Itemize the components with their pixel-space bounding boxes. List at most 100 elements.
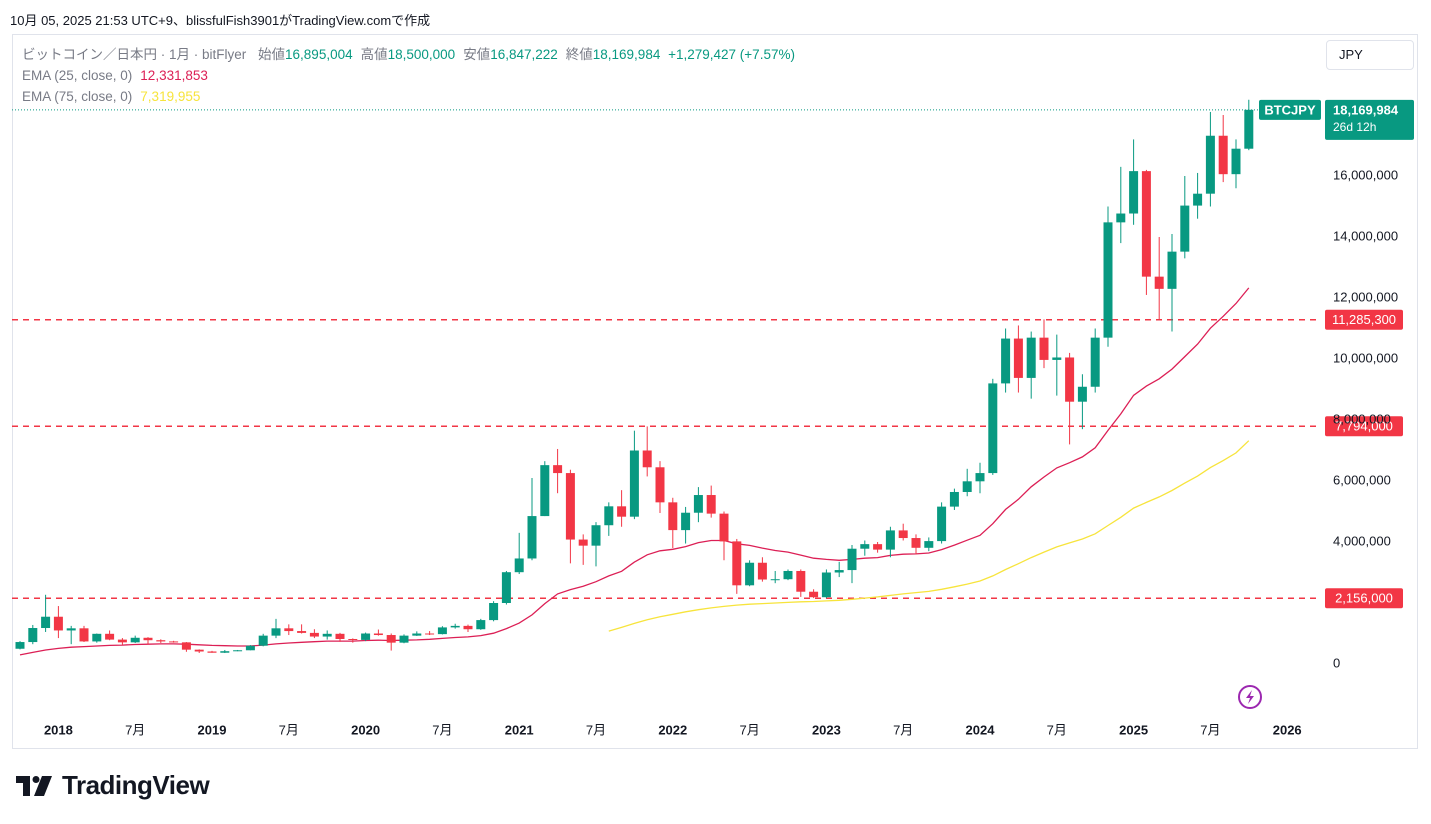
candle-body xyxy=(527,516,537,559)
candle-body xyxy=(1218,135,1228,175)
candle-body xyxy=(834,570,844,573)
candle-body xyxy=(463,625,473,630)
price-line-label: 7,794,000 xyxy=(1335,419,1393,434)
indicator-row: EMA (75, close, 0) 7,319,955 xyxy=(22,86,797,107)
last-price-bg xyxy=(1325,99,1414,140)
ohlc-values: 始値16,895,004 高値18,500,000 安値16,847,222 終値18… xyxy=(252,47,662,62)
candle-body xyxy=(1193,193,1203,206)
y-tick-label: 4,000,000 xyxy=(1333,533,1391,548)
candle-body xyxy=(373,633,383,636)
x-tick-label: 2022 xyxy=(658,722,687,737)
candle-body xyxy=(937,506,947,542)
x-tick-label: 2024 xyxy=(966,722,996,737)
x-tick-label: 7月 xyxy=(1047,722,1067,737)
candle-body xyxy=(1141,171,1151,277)
plot-area xyxy=(12,99,1318,656)
last-price-label: 18,169,984 xyxy=(1333,102,1399,117)
x-tick-label: 2018 xyxy=(44,722,73,737)
candle-body xyxy=(911,538,921,548)
candle-body xyxy=(1116,213,1126,223)
brand-name: TradingView xyxy=(62,770,210,800)
candle-body xyxy=(1065,357,1075,402)
candle-body xyxy=(105,633,115,640)
candle-body xyxy=(540,465,550,517)
candle-body xyxy=(386,635,396,643)
candle-body xyxy=(181,642,191,650)
ohlc-label: 終値 xyxy=(565,47,593,62)
indicator-row: EMA (25, close, 0) 12,331,853 xyxy=(22,65,797,86)
candle-body xyxy=(130,637,140,643)
countdown: 26d 12h xyxy=(1333,120,1376,134)
legend: ビットコイン／日本円 · 1月 · bitFlyer 始値16,895,004 高… xyxy=(22,44,797,107)
candle-body xyxy=(41,616,51,629)
candle-body xyxy=(297,631,307,633)
candle-body xyxy=(604,506,614,526)
candle-body xyxy=(860,544,870,549)
price-line-label-bg xyxy=(1325,588,1403,609)
candle-body xyxy=(578,539,588,546)
candle-body xyxy=(898,530,908,539)
candle-body xyxy=(1103,222,1113,338)
candle-body xyxy=(975,473,985,482)
candle-body xyxy=(476,620,486,630)
ohlc-label: 始値 xyxy=(258,47,286,62)
chart-frame xyxy=(12,34,1418,749)
candle-body xyxy=(194,649,204,652)
candle-body xyxy=(553,465,563,474)
price-line-label: 2,156,000 xyxy=(1335,591,1393,606)
candle-body xyxy=(847,548,857,571)
ohlc-value: 18,169,984 xyxy=(592,47,661,62)
candle-body xyxy=(207,651,217,653)
indicator-value: 7,319,955 xyxy=(140,89,201,104)
candle-body xyxy=(117,639,127,643)
candle-body xyxy=(271,628,281,636)
candle-body xyxy=(1205,135,1215,194)
price-line-label: 11,285,300 xyxy=(1332,312,1396,327)
candle-body xyxy=(719,513,729,542)
x-tick-label: 2019 xyxy=(198,722,227,737)
candle-body xyxy=(1231,148,1241,175)
candle-body xyxy=(412,633,422,636)
x-tick-label: 2025 xyxy=(1119,722,1148,737)
candle-body xyxy=(284,628,294,632)
candle-body xyxy=(821,572,831,598)
ema-line xyxy=(608,440,1250,632)
candle-body xyxy=(1180,205,1190,252)
icon-circle xyxy=(1238,685,1262,709)
y-tick-label: 0 xyxy=(1333,655,1340,670)
x-tick-label: 7月 xyxy=(739,722,759,737)
x-tick-label: 7月 xyxy=(586,722,606,737)
candle-body xyxy=(809,591,819,598)
candle-body xyxy=(399,635,409,643)
candle-body xyxy=(15,642,25,649)
candle-body xyxy=(1090,337,1100,387)
x-tick-label: 7月 xyxy=(125,722,145,737)
candle-body xyxy=(361,633,371,640)
ohlc-label: 高値 xyxy=(360,47,388,62)
x-tick-label: 2021 xyxy=(505,722,534,737)
y-tick-label: 6,000,000 xyxy=(1333,472,1391,487)
candle-body xyxy=(66,628,76,631)
x-tick-label: 7月 xyxy=(1200,722,1220,737)
candle-body xyxy=(425,633,435,635)
candle-body xyxy=(514,558,524,573)
candle-body xyxy=(668,502,678,531)
caption: 10月 05, 2025 21:53 UTC+9、blissfulFish390… xyxy=(10,13,431,28)
candle-body xyxy=(1026,337,1036,378)
candle-body xyxy=(348,638,358,640)
x-tick-label: 2026 xyxy=(1273,722,1302,737)
replay-icon[interactable] xyxy=(1238,685,1262,709)
x-tick-label: 2023 xyxy=(812,722,841,737)
candle-body xyxy=(706,495,716,514)
candle-body xyxy=(617,506,627,517)
candle-body xyxy=(655,467,665,503)
y-tick-label: 16,000,000 xyxy=(1333,167,1398,182)
currency-button[interactable]: JPY xyxy=(1326,40,1414,70)
candle-body xyxy=(629,450,639,517)
candle-body xyxy=(642,450,652,468)
candle-body xyxy=(757,562,767,580)
candle-body xyxy=(783,570,793,580)
y-tick-label: 8,000,000 xyxy=(1333,411,1391,426)
candle-body xyxy=(949,491,959,507)
